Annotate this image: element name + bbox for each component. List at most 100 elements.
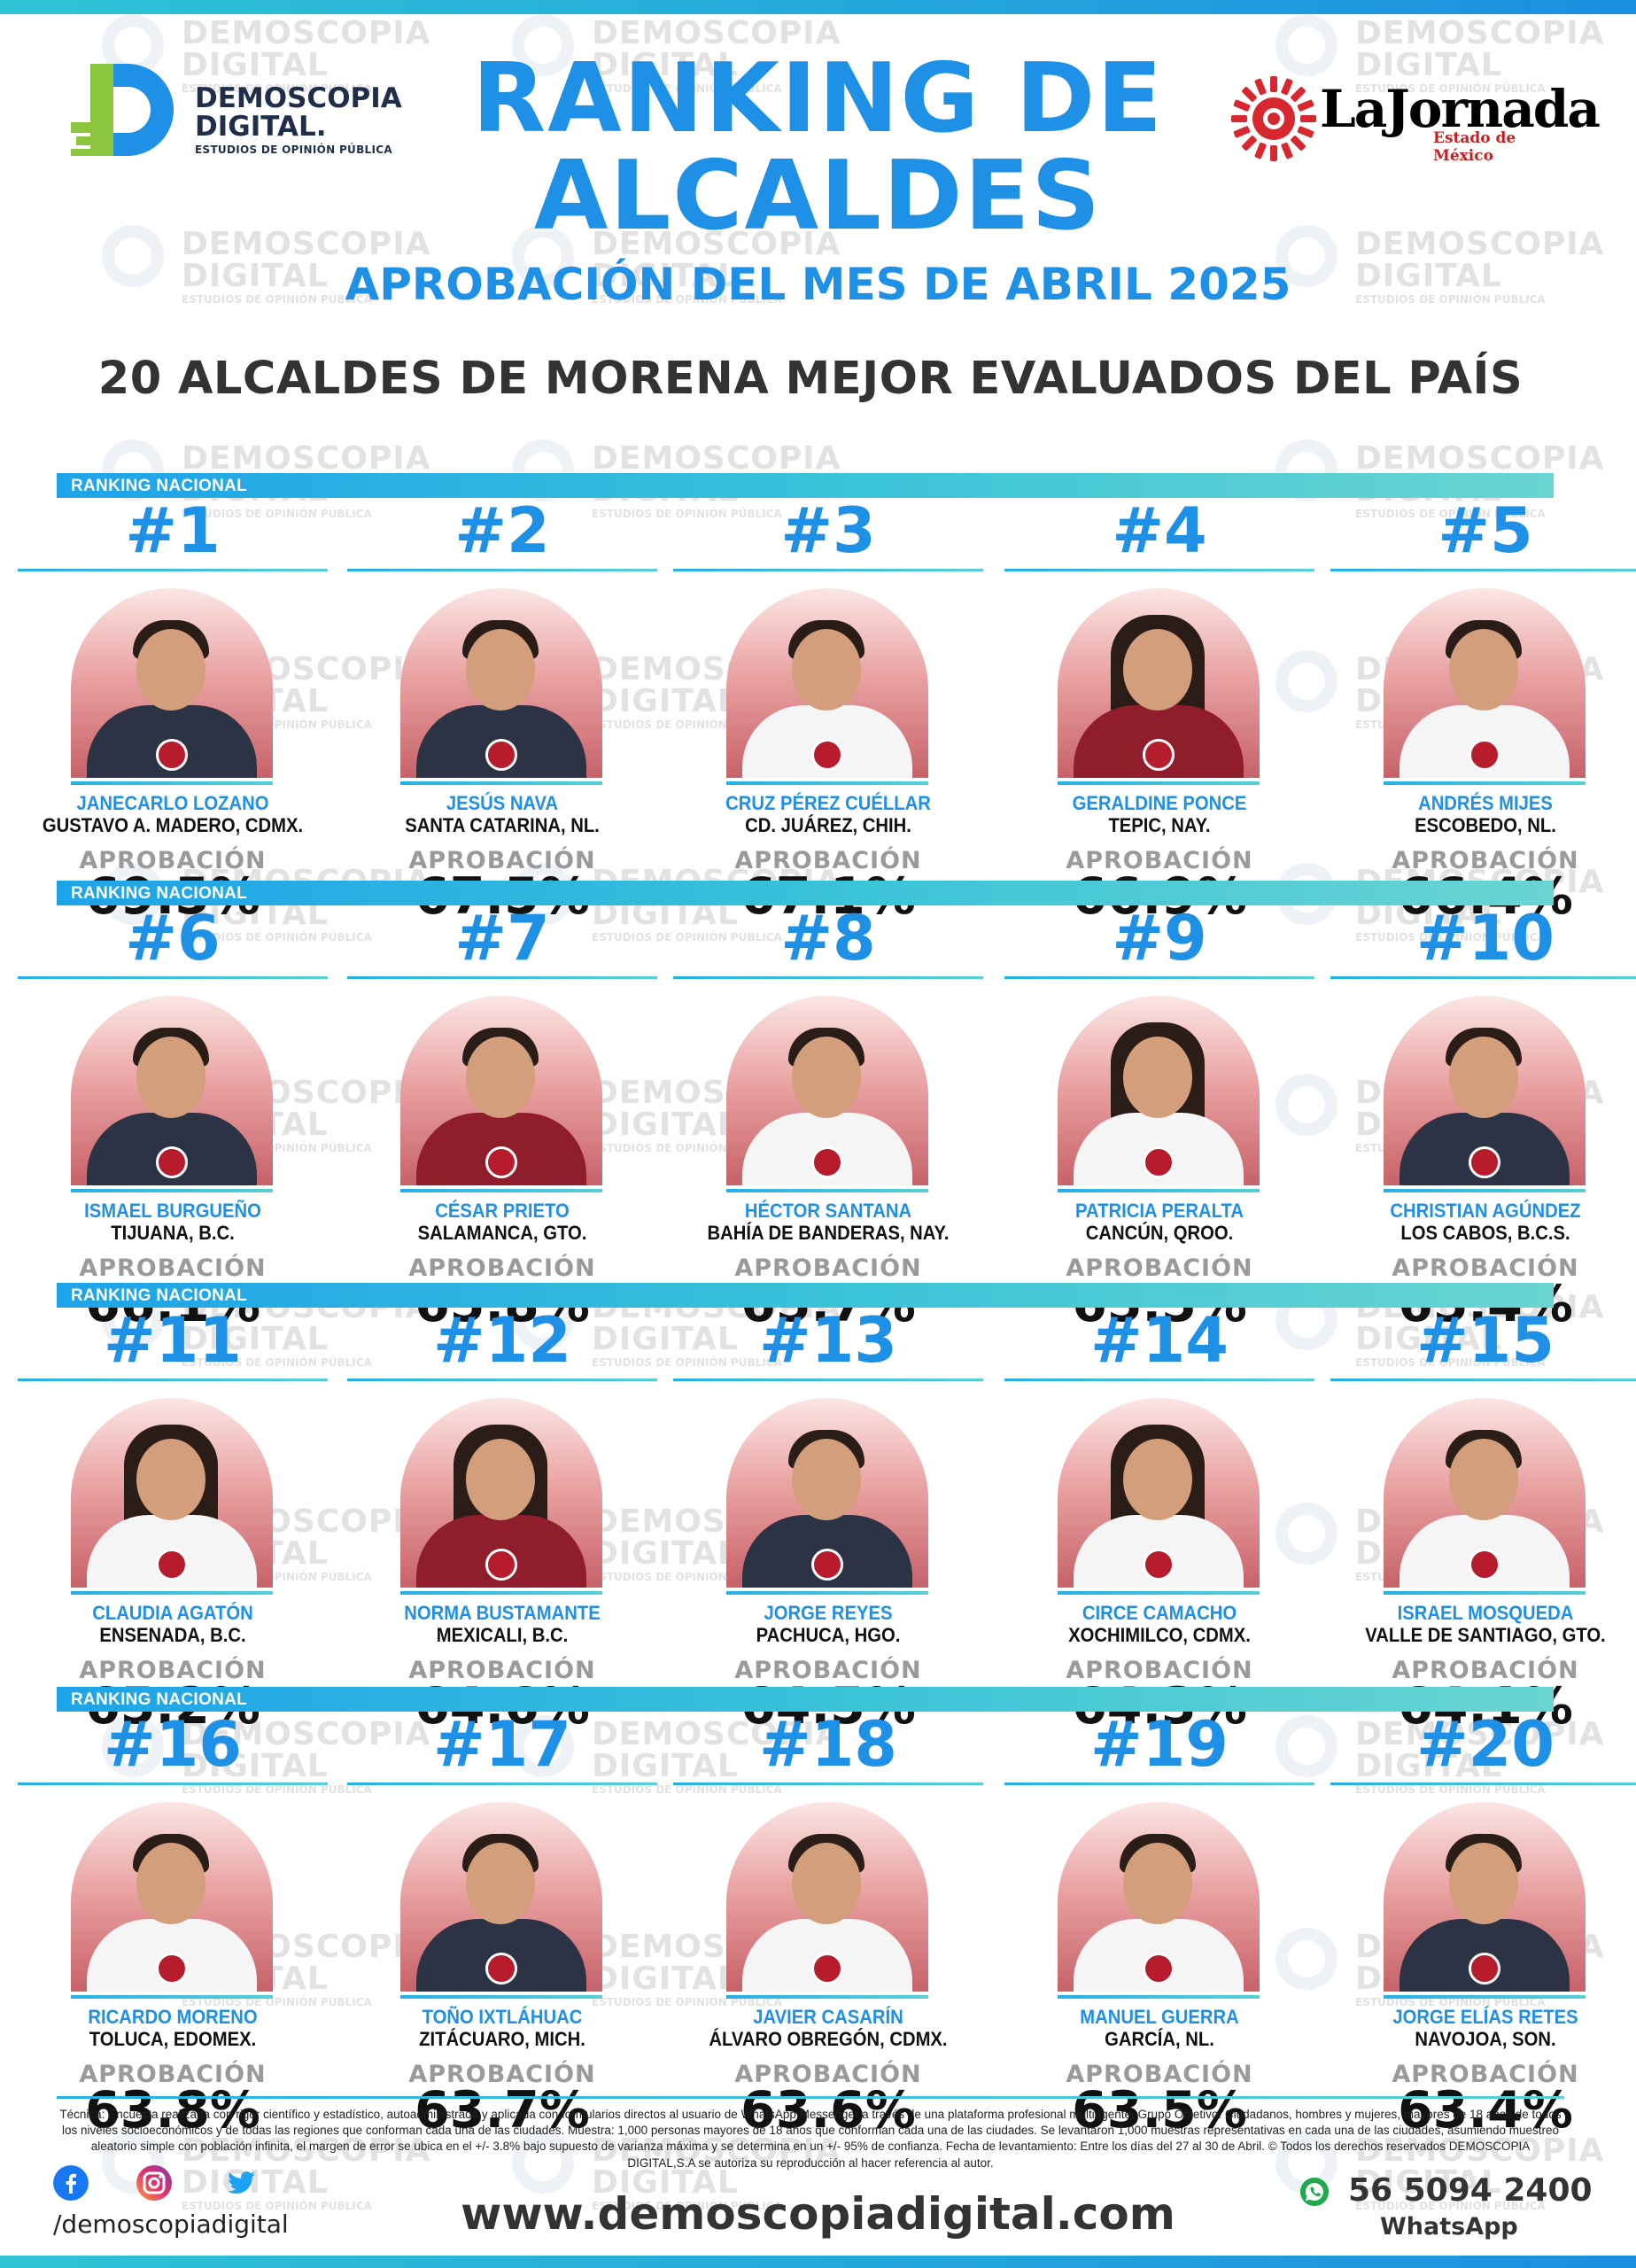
mayor-photo xyxy=(726,1802,928,1992)
rank-underline xyxy=(18,976,328,979)
morena-badge-icon xyxy=(485,739,517,771)
approval-value: 63.5% xyxy=(1072,2081,1247,2140)
rank-number: #12 xyxy=(432,1304,572,1377)
mayor-city: ZITÁCUARO, MICH. xyxy=(419,2028,585,2050)
mayor-name: GERALDINE PONCE xyxy=(1072,792,1247,814)
morena-badge-icon xyxy=(1469,739,1500,771)
mayor-name: JESÚS NAVA xyxy=(446,792,559,814)
watermark-word-1: DEMOSCOPIA xyxy=(182,440,431,477)
mayor-city: ÁLVARO OBREGÓN, CDMX. xyxy=(709,2028,948,2050)
mayor-photo xyxy=(1058,588,1260,778)
mayor-card: #12 NORMA BUSTAMANTE MEXICALI, B.C. APROBAC… xyxy=(347,1304,657,1732)
morena-badge-icon xyxy=(156,1146,188,1178)
photo-underline xyxy=(400,1591,602,1595)
morena-badge-icon xyxy=(1143,1549,1175,1581)
photo-underline xyxy=(726,1591,928,1595)
rank-number: #18 xyxy=(758,1708,898,1781)
morena-badge-icon xyxy=(156,1953,188,1984)
photo-underline xyxy=(726,1189,928,1192)
portrait-head xyxy=(792,1439,861,1520)
morena-badge-icon xyxy=(1143,1146,1175,1178)
morena-badge-icon xyxy=(811,1953,843,1984)
ranking-section-label: RANKING NACIONAL xyxy=(71,1690,248,1709)
photo-underline xyxy=(400,1189,602,1192)
mayor-name: CHRISTIAN AGÚNDEZ xyxy=(1390,1200,1581,1222)
portrait-head xyxy=(136,1439,205,1520)
mayor-name: JAVIER CASARÍN xyxy=(753,2006,903,2028)
rank-underline xyxy=(1004,1379,1314,1381)
portrait-head xyxy=(792,629,861,711)
mayor-photo xyxy=(1384,1398,1586,1588)
logo-tagline: ESTUDIOS DE OPINIÓN PÚBLICA xyxy=(195,144,392,157)
rank-number: #4 xyxy=(1112,494,1207,567)
mayor-photo xyxy=(726,588,928,778)
photo-underline xyxy=(400,1995,602,1999)
mayor-card: #17 TOÑO IXTLÁHUAC ZITÁCUARO, MICH. APROBAC… xyxy=(347,1708,657,2136)
morena-badge-icon xyxy=(485,1953,517,1984)
morena-badge-icon xyxy=(1469,1953,1500,1984)
rank-number: #16 xyxy=(103,1708,243,1781)
mayor-photo xyxy=(1384,1802,1586,1992)
ranking-section-label: RANKING NACIONAL xyxy=(71,477,248,495)
rank-underline xyxy=(1330,976,1636,979)
social-handle[interactable]: /demoscopiadigital xyxy=(53,2210,289,2239)
page-title-line-1: RANKING DE xyxy=(471,43,1165,154)
top-accent-bar xyxy=(0,0,1636,14)
rank-number: #7 xyxy=(454,902,550,975)
facebook-icon[interactable] xyxy=(53,2165,89,2201)
portrait-head xyxy=(792,1037,861,1118)
mayor-name: TOÑO IXTLÁHUAC xyxy=(422,2006,583,2028)
rank-number: #8 xyxy=(780,902,876,975)
approval-label: APROBACIÓN xyxy=(408,2061,596,2088)
rank-number: #3 xyxy=(780,494,876,567)
morena-badge-icon xyxy=(1143,1953,1175,1984)
demoscopia-logo-icon xyxy=(71,64,174,156)
whatsapp-number[interactable]: 56 5094 2400 xyxy=(1348,2172,1593,2209)
photo-underline xyxy=(400,781,602,785)
morena-badge-icon xyxy=(156,739,188,771)
portrait-head xyxy=(1123,1843,1192,1924)
rank-underline xyxy=(18,569,328,571)
photo-underline xyxy=(71,1189,273,1192)
mayor-photo xyxy=(71,1802,273,1992)
approval-value: 63.8% xyxy=(85,2081,260,2140)
page-subtitle: APROBACIÓN DEL MES DE ABRIL 2025 xyxy=(345,259,1291,310)
photo-underline xyxy=(1384,1189,1586,1192)
mayor-card: #10 CHRISTIAN AGÚNDEZ LOS CABOS, B.C.S. APR… xyxy=(1330,907,1636,1330)
approval-label: APROBACIÓN xyxy=(79,2061,267,2088)
website-link[interactable]: www.demoscopiadigital.com xyxy=(461,2188,1175,2240)
mayor-name: ANDRÉS MIJES xyxy=(1418,792,1553,814)
mayor-photo xyxy=(726,996,928,1185)
mayor-city: PACHUCA, HGO. xyxy=(756,1624,901,1646)
logo-word-1: DEMOSCOPIA xyxy=(195,82,402,114)
mayor-photo xyxy=(400,588,602,778)
mayor-city: TEPIC, NAY. xyxy=(1108,814,1211,836)
twitter-icon[interactable] xyxy=(223,2165,259,2201)
mayor-city: TOLUCA, EDOMEX. xyxy=(89,2028,257,2050)
mayor-photo xyxy=(400,1802,602,1992)
mayor-city: LOS CABOS, B.C.S. xyxy=(1400,1222,1570,1244)
mayor-photo xyxy=(1384,996,1586,1185)
mayor-photo xyxy=(726,1398,928,1588)
morena-badge-icon xyxy=(485,1146,517,1178)
approval-label: APROBACIÓN xyxy=(408,1657,596,1684)
mayor-photo xyxy=(71,588,273,778)
mayor-name: PATRICIA PERALTA xyxy=(1074,1200,1244,1222)
photo-underline xyxy=(71,1591,273,1595)
rank-number: #17 xyxy=(432,1708,572,1781)
morena-badge-icon xyxy=(811,1549,843,1581)
rank-underline xyxy=(347,569,657,571)
logo-word-2: DIGITAL. xyxy=(195,110,327,143)
mayor-city: GUSTAVO A. MADERO, CDMX. xyxy=(42,814,304,836)
mayor-city: BAHÍA DE BANDERAS, NAY. xyxy=(707,1222,950,1244)
whatsapp-icon[interactable] xyxy=(1300,2178,1329,2206)
rank-underline xyxy=(673,1783,983,1785)
mayor-photo xyxy=(1058,1398,1260,1588)
approval-label: APROBACIÓN xyxy=(1066,1254,1253,1282)
morena-badge-icon xyxy=(156,1549,188,1581)
photo-underline xyxy=(1058,1995,1260,1999)
page-title-line-2: ALCALDES xyxy=(533,141,1103,252)
mayor-card: #6 ISMAEL BURGUEÑO TIJUANA, B.C. APROBACIÓN… xyxy=(18,907,328,1330)
rank-underline xyxy=(1330,1783,1636,1785)
